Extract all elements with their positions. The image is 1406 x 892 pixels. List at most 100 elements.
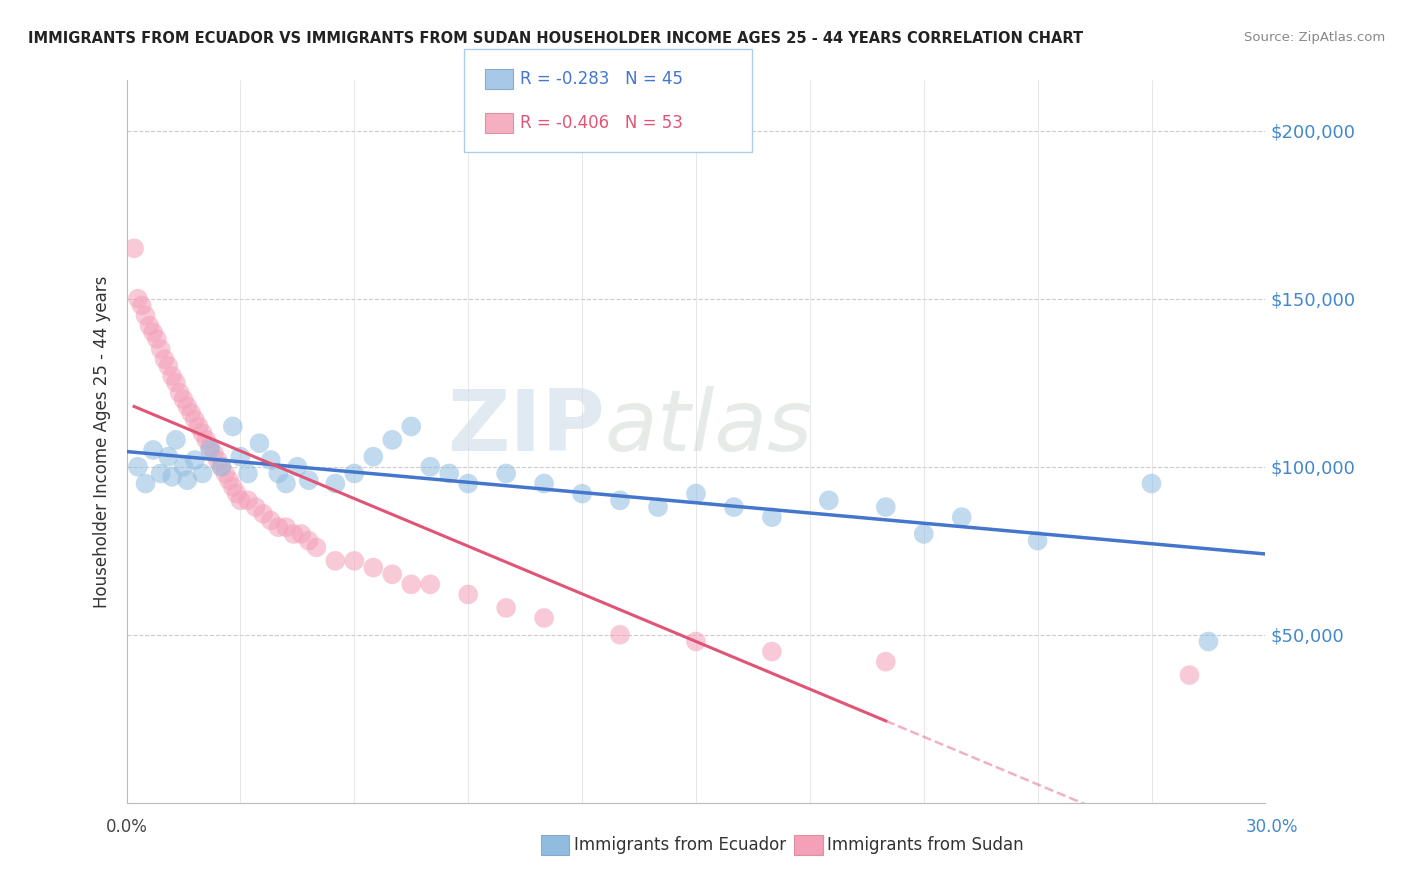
Point	[135, 476, 156, 491]
Point	[401, 419, 423, 434]
Point	[176, 473, 198, 487]
Point	[149, 467, 172, 481]
Point	[218, 473, 240, 487]
Point	[142, 442, 165, 457]
Point	[363, 560, 385, 574]
Point	[252, 507, 274, 521]
Point	[211, 459, 233, 474]
Point	[1198, 634, 1220, 648]
Point	[875, 655, 897, 669]
Text: ZIP: ZIP	[447, 385, 605, 468]
Point	[138, 318, 160, 333]
Text: R = -0.406   N = 53: R = -0.406 N = 53	[520, 114, 683, 132]
Point	[381, 567, 404, 582]
Text: 30.0%: 30.0%	[1246, 818, 1299, 836]
Point	[229, 493, 252, 508]
Point	[1178, 668, 1201, 682]
Point	[950, 510, 973, 524]
Point	[198, 442, 221, 457]
Point	[169, 385, 191, 400]
Point	[283, 527, 305, 541]
Point	[249, 436, 271, 450]
Point	[723, 500, 745, 514]
Point	[229, 450, 252, 464]
Point	[761, 644, 783, 658]
Point	[127, 292, 149, 306]
Point	[245, 500, 267, 514]
Point	[180, 406, 202, 420]
Point	[236, 493, 259, 508]
Point	[184, 413, 207, 427]
Point	[222, 480, 245, 494]
Point	[323, 476, 347, 491]
Point	[195, 433, 218, 447]
Point	[157, 359, 180, 373]
Point	[191, 467, 214, 481]
Text: atlas: atlas	[605, 385, 813, 468]
Text: R = -0.283   N = 45: R = -0.283 N = 45	[520, 70, 683, 87]
Text: IMMIGRANTS FROM ECUADOR VS IMMIGRANTS FROM SUDAN HOUSEHOLDER INCOME AGES 25 - 44: IMMIGRANTS FROM ECUADOR VS IMMIGRANTS FR…	[28, 31, 1083, 46]
Point	[571, 486, 593, 500]
Point	[122, 241, 145, 255]
Point	[457, 476, 479, 491]
Point	[187, 419, 209, 434]
Point	[153, 352, 176, 367]
Point	[191, 426, 214, 441]
Point	[165, 376, 187, 390]
Point	[287, 459, 309, 474]
Point	[343, 554, 366, 568]
Point	[135, 309, 156, 323]
Point	[127, 459, 149, 474]
Point	[298, 473, 321, 487]
Point	[495, 467, 517, 481]
Point	[267, 520, 290, 534]
Point	[165, 433, 187, 447]
Text: 0.0%: 0.0%	[105, 818, 148, 836]
Point	[267, 467, 290, 481]
Text: Source: ZipAtlas.com: Source: ZipAtlas.com	[1244, 31, 1385, 45]
Point	[198, 440, 221, 454]
Point	[685, 486, 707, 500]
Point	[207, 453, 229, 467]
Point	[260, 453, 283, 467]
Point	[160, 470, 183, 484]
Text: Immigrants from Ecuador: Immigrants from Ecuador	[574, 836, 786, 854]
Point	[146, 332, 169, 346]
Point	[131, 298, 153, 312]
Point	[685, 634, 707, 648]
Point	[609, 628, 631, 642]
Point	[818, 493, 841, 508]
Point	[225, 486, 247, 500]
Point	[157, 450, 180, 464]
Point	[1026, 533, 1049, 548]
Point	[1140, 476, 1163, 491]
Point	[290, 527, 312, 541]
Point	[609, 493, 631, 508]
Point	[211, 459, 233, 474]
Point	[305, 541, 328, 555]
Point	[495, 600, 517, 615]
Y-axis label: Householder Income Ages 25 - 44 years: Householder Income Ages 25 - 44 years	[93, 276, 111, 607]
Point	[419, 459, 441, 474]
Point	[761, 510, 783, 524]
Point	[149, 342, 172, 356]
Point	[202, 446, 225, 460]
Text: Immigrants from Sudan: Immigrants from Sudan	[827, 836, 1024, 854]
Point	[274, 476, 297, 491]
Point	[875, 500, 897, 514]
Point	[381, 433, 404, 447]
Point	[363, 450, 385, 464]
Point	[533, 611, 555, 625]
Point	[401, 577, 423, 591]
Point	[260, 514, 283, 528]
Point	[298, 533, 321, 548]
Point	[236, 467, 259, 481]
Point	[172, 392, 194, 407]
Point	[419, 577, 441, 591]
Point	[439, 467, 461, 481]
Point	[184, 453, 207, 467]
Point	[274, 520, 297, 534]
Point	[533, 476, 555, 491]
Point	[343, 467, 366, 481]
Point	[214, 467, 236, 481]
